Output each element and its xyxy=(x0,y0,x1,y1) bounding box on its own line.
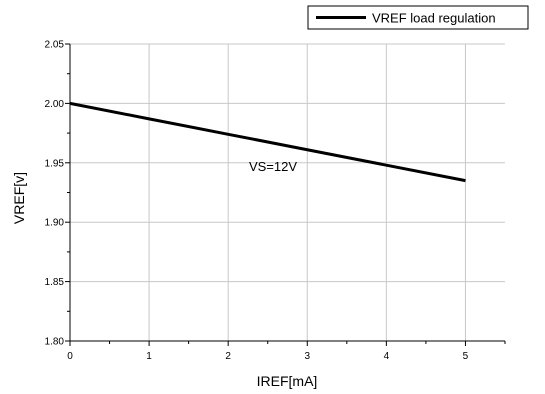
legend-box xyxy=(307,5,529,30)
annotation-vs: VS=12V xyxy=(249,159,297,174)
x-axis-label: IREF[mA] xyxy=(257,373,318,389)
y-tick-label: 2.00 xyxy=(45,99,65,110)
series xyxy=(69,101,466,183)
y-tick-label: 1.85 xyxy=(45,277,65,288)
x-tick-label: 4 xyxy=(384,351,390,362)
x-tick-label: 5 xyxy=(463,351,469,362)
y-tick-label: 2.05 xyxy=(45,40,65,51)
legend-label: VREF load regulation xyxy=(372,11,496,26)
x-tick-label: 3 xyxy=(304,351,310,362)
x-tick-label: 1 xyxy=(146,351,152,362)
y-tick-label: 1.90 xyxy=(45,218,65,229)
axes xyxy=(69,44,505,342)
x-tick-label: 0 xyxy=(67,351,73,362)
legend: VREF load regulation xyxy=(307,5,529,30)
grid xyxy=(70,43,505,341)
y-tick-label: 1.80 xyxy=(45,337,65,348)
ticks: 0 1 2 3 4 5 1.80 1.85 1.90 1.95 2.00 2.05 xyxy=(45,40,506,362)
series-line xyxy=(69,101,466,183)
y-tick-label: 1.95 xyxy=(45,158,65,169)
x-tick-label: 2 xyxy=(225,351,231,362)
y-axis-label: VREF[v] xyxy=(11,172,27,224)
